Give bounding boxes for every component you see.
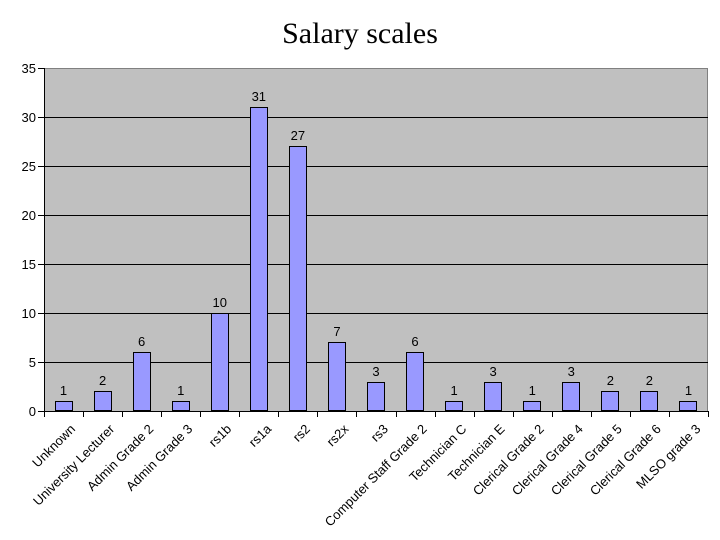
bar-rs1a — [249, 107, 268, 411]
gridline-25 — [44, 166, 708, 167]
bar-university-lecturer — [93, 391, 112, 411]
x-axis-tick — [512, 412, 514, 417]
x-axis-tick — [317, 412, 319, 417]
x-axis-tick — [629, 412, 631, 417]
bar-value-label: 1 — [528, 383, 536, 399]
y-tick-label: 30 — [21, 110, 36, 125]
y-axis-line — [44, 68, 45, 412]
y-tick-label: 25 — [21, 159, 36, 174]
bar-mlso-grade-3 — [679, 401, 698, 411]
category-label: rs2 — [289, 421, 313, 445]
x-axis-tick — [161, 412, 163, 417]
bar-clerical-grade-5 — [601, 391, 620, 411]
bar-clerical-grade-4 — [562, 381, 581, 411]
bar-value-label: 6 — [411, 334, 419, 350]
y-axis-tick — [38, 264, 44, 265]
bar-value-label: 2 — [98, 373, 107, 389]
bar-rs2 — [288, 146, 307, 411]
x-axis-tick — [551, 412, 553, 417]
gridline-30 — [44, 117, 708, 118]
bar-value-label: 1 — [684, 383, 693, 399]
bar-value-label: 3 — [372, 363, 380, 379]
category-label: rs1a — [245, 421, 274, 450]
y-axis-tick — [38, 68, 44, 69]
y-axis-tick — [38, 362, 44, 363]
category-label: rs3 — [367, 421, 391, 445]
bar-rs3 — [367, 381, 385, 411]
bar-value-label: 3 — [489, 363, 497, 379]
bar-rs1b — [210, 313, 229, 411]
bar-clerical-grade-2 — [523, 401, 542, 411]
gridline-5 — [44, 362, 708, 363]
x-axis-tick — [590, 412, 592, 417]
bar-value-label: 1 — [59, 383, 68, 399]
y-axis-tick — [38, 215, 44, 216]
bar-value-label: 27 — [290, 128, 306, 144]
y-tick-label: 5 — [28, 355, 36, 370]
y-axis-tick — [38, 411, 44, 412]
y-tick-label: 10 — [21, 306, 36, 321]
y-tick-label: 20 — [21, 208, 36, 223]
bar-value-label: 1 — [177, 383, 185, 399]
x-axis-tick — [708, 412, 709, 417]
y-tick-label: 0 — [28, 404, 36, 419]
category-label: Clerical Grade 6 — [587, 421, 665, 499]
x-axis-tick — [668, 412, 670, 417]
bar-value-label: 6 — [138, 334, 146, 350]
bar-value-label: 7 — [333, 324, 341, 340]
gridline-15 — [44, 264, 708, 265]
x-axis-tick — [395, 412, 397, 417]
x-axis-tick — [44, 412, 45, 417]
x-axis-tick — [122, 412, 124, 417]
bar-value-label: 31 — [251, 89, 267, 105]
x-axis-tick — [356, 412, 358, 417]
category-label: rs1b — [206, 421, 235, 450]
y-axis-tick — [38, 313, 44, 314]
bar-technician-e — [484, 381, 503, 411]
chart-title: Salary scales — [282, 17, 438, 50]
plot-background — [44, 68, 708, 411]
bar-admin-grade-2 — [132, 352, 151, 411]
bar-value-label: 1 — [450, 383, 458, 399]
y-tick-label: 35 — [21, 61, 36, 76]
bar-value-label: 10 — [212, 295, 227, 310]
category-label: rs2x — [323, 421, 352, 450]
bar-computer-staff-grade-2 — [406, 352, 425, 411]
bar-value-label: 2 — [645, 373, 654, 389]
bar-value-label: 2 — [606, 373, 614, 389]
x-axis-tick — [473, 412, 475, 417]
y-tick-label: 15 — [21, 257, 36, 272]
x-axis-tick — [200, 412, 202, 417]
gridline-20 — [44, 215, 708, 216]
x-axis-line — [44, 411, 709, 412]
bar-value-label: 3 — [567, 363, 575, 379]
y-axis-tick — [38, 166, 44, 167]
bar-clerical-grade-6 — [640, 391, 659, 411]
bar-admin-grade-3 — [171, 401, 190, 411]
x-axis-tick — [278, 412, 280, 417]
bar-rs2x — [327, 342, 346, 411]
gridline-10 — [44, 313, 708, 314]
bar-unknown — [54, 401, 73, 411]
x-axis-tick — [434, 412, 436, 417]
x-axis-tick — [83, 412, 85, 417]
x-axis-tick — [239, 412, 241, 417]
y-axis-tick — [38, 117, 44, 118]
bar-technician-c — [445, 401, 464, 411]
